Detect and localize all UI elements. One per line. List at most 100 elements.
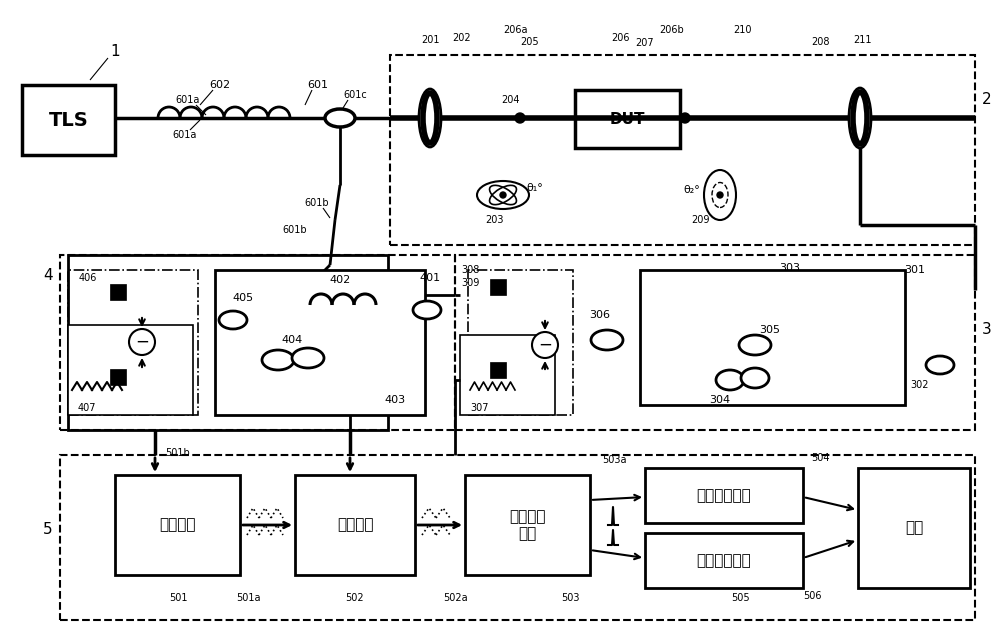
Ellipse shape	[591, 330, 623, 350]
Text: 306: 306	[590, 310, 610, 320]
Text: 频谱分析
单元: 频谱分析 单元	[509, 509, 546, 541]
Text: θ₁°: θ₁°	[527, 183, 543, 193]
Text: 校正单元: 校正单元	[337, 518, 373, 532]
Text: 404: 404	[281, 335, 303, 345]
Text: 502a: 502a	[443, 593, 467, 603]
Circle shape	[532, 332, 558, 358]
Bar	[22, 85, 115, 155]
Bar	[468, 270, 573, 415]
Bar	[295, 475, 415, 575]
Ellipse shape	[704, 170, 736, 220]
Text: 302: 302	[911, 380, 929, 390]
Bar	[858, 468, 970, 588]
Bar	[460, 335, 555, 415]
Circle shape	[500, 192, 506, 198]
Text: 201: 201	[421, 35, 439, 45]
Text: 601a: 601a	[176, 95, 200, 105]
Ellipse shape	[477, 181, 529, 209]
Text: 采集单元: 采集单元	[159, 518, 196, 532]
Text: 305: 305	[760, 325, 780, 335]
Text: 601a: 601a	[173, 130, 197, 140]
Text: −: −	[538, 336, 552, 354]
Text: 301: 301	[904, 265, 926, 275]
Text: 303: 303	[780, 263, 800, 273]
Circle shape	[717, 192, 723, 198]
Text: 503a: 503a	[602, 455, 626, 465]
Text: 205: 205	[521, 37, 539, 47]
Text: 211: 211	[853, 35, 871, 45]
Circle shape	[680, 113, 690, 123]
Ellipse shape	[325, 109, 355, 127]
Bar	[490, 362, 506, 378]
Text: 强度计算单元: 强度计算单元	[697, 553, 751, 568]
Bar	[645, 468, 803, 523]
Text: 501a: 501a	[236, 593, 260, 603]
Bar	[490, 279, 506, 295]
Bar	[645, 533, 803, 588]
Text: 304: 304	[709, 395, 731, 405]
Text: 601b: 601b	[305, 198, 329, 208]
Text: 203: 203	[486, 215, 504, 225]
Text: 401: 401	[419, 273, 441, 283]
Bar	[575, 90, 680, 148]
Text: 4: 4	[43, 268, 53, 282]
Ellipse shape	[419, 89, 441, 147]
Text: −: −	[135, 333, 149, 351]
Text: 309: 309	[461, 278, 479, 288]
Text: 601: 601	[308, 80, 328, 90]
Text: 209: 209	[691, 215, 709, 225]
Bar	[640, 270, 905, 405]
Text: TLS: TLS	[49, 111, 88, 130]
Ellipse shape	[423, 93, 437, 143]
Text: 204: 204	[501, 95, 519, 105]
Text: 位置计算单元: 位置计算单元	[697, 488, 751, 503]
Bar	[110, 369, 126, 385]
Text: 405: 405	[232, 293, 254, 303]
Text: 3: 3	[982, 322, 992, 337]
Ellipse shape	[219, 311, 247, 329]
Text: 403: 403	[384, 395, 406, 405]
Bar	[390, 55, 975, 245]
Ellipse shape	[262, 350, 294, 370]
Text: 601b: 601b	[283, 225, 307, 235]
Bar	[68, 270, 198, 415]
Text: 601c: 601c	[343, 90, 367, 100]
Bar	[215, 270, 425, 415]
Circle shape	[129, 329, 155, 355]
Bar	[465, 475, 590, 575]
Text: 206a: 206a	[504, 25, 528, 35]
Ellipse shape	[413, 301, 441, 319]
Text: 206: 206	[611, 33, 629, 43]
Text: 506: 506	[803, 591, 821, 601]
Ellipse shape	[853, 92, 867, 144]
Ellipse shape	[926, 356, 954, 374]
Ellipse shape	[716, 370, 744, 390]
Text: 402: 402	[329, 275, 351, 285]
Bar	[115, 475, 240, 575]
Ellipse shape	[741, 368, 769, 388]
Text: 505: 505	[731, 593, 749, 603]
Text: 501b: 501b	[166, 448, 190, 458]
Text: 207: 207	[636, 38, 654, 48]
Text: 结束: 结束	[905, 520, 923, 536]
Text: 1: 1	[110, 44, 120, 60]
Text: 502: 502	[346, 593, 364, 603]
Text: 504: 504	[811, 453, 829, 463]
Text: 406: 406	[79, 273, 97, 283]
Text: 308: 308	[461, 265, 479, 275]
Ellipse shape	[292, 348, 324, 368]
Bar	[455, 255, 975, 430]
Text: 501: 501	[169, 593, 187, 603]
Text: 5: 5	[43, 522, 53, 537]
Text: 210: 210	[733, 25, 751, 35]
Circle shape	[515, 113, 525, 123]
Ellipse shape	[849, 88, 871, 148]
Bar	[68, 255, 388, 430]
Text: 503: 503	[561, 593, 579, 603]
Text: 307: 307	[470, 403, 488, 413]
Text: 208: 208	[811, 37, 829, 47]
Text: 407: 407	[78, 403, 96, 413]
Bar	[68, 325, 193, 415]
Text: θ₂°: θ₂°	[684, 185, 700, 195]
Bar	[110, 284, 126, 300]
